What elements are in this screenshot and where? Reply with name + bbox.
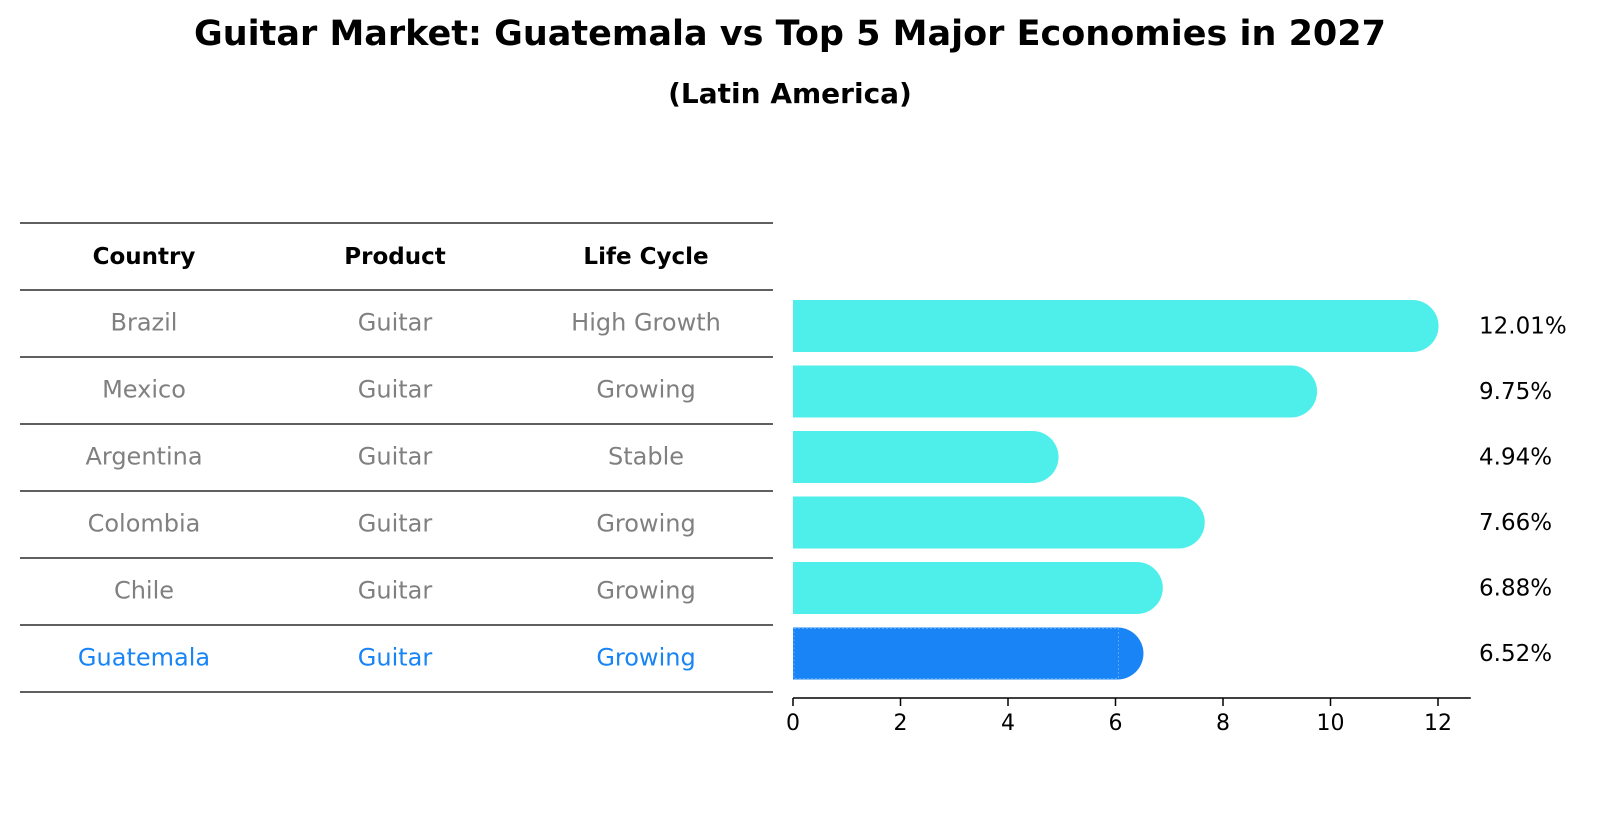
x-tick-label: 0 bbox=[786, 711, 800, 736]
table-cell-country: Brazil bbox=[111, 309, 178, 337]
bar-body bbox=[793, 365, 1292, 418]
value-label: 4.94% bbox=[1479, 445, 1552, 471]
bar-mexico bbox=[793, 365, 1318, 418]
value-label: 9.75% bbox=[1479, 379, 1552, 405]
x-tick-label: 12 bbox=[1424, 711, 1452, 736]
table-cell-product: Guitar bbox=[358, 577, 433, 605]
table-cell-product: Guitar bbox=[358, 443, 433, 471]
table-cell-product: Guitar bbox=[358, 644, 433, 672]
bar-body bbox=[793, 431, 1033, 483]
x-tick-label: 2 bbox=[894, 711, 908, 736]
bar-argentina bbox=[793, 431, 1059, 483]
table-cell-product: Guitar bbox=[358, 510, 433, 538]
table-cell-life-cycle: Growing bbox=[596, 510, 695, 538]
table-cell-life-cycle: Growing bbox=[596, 577, 695, 605]
table-header-cell: Product bbox=[344, 244, 445, 270]
table-cell-product: Guitar bbox=[358, 309, 433, 337]
bar-body bbox=[793, 496, 1179, 549]
value-label: 12.01% bbox=[1479, 314, 1567, 340]
table-cell-life-cycle: Stable bbox=[608, 443, 684, 471]
x-tick-label: 10 bbox=[1317, 711, 1345, 736]
chart-title: Guitar Market: Guatemala vs Top 5 Major … bbox=[194, 14, 1386, 54]
table-header-cell: Life Cycle bbox=[583, 244, 708, 270]
bar-end-cap bbox=[1006, 431, 1059, 483]
value-label: 6.52% bbox=[1479, 641, 1552, 667]
bar-body bbox=[793, 562, 1137, 614]
bar-end-cap bbox=[1386, 300, 1439, 352]
table-cell-country: Chile bbox=[114, 577, 174, 605]
table-cell-country: Guatemala bbox=[78, 644, 210, 672]
table-cell-country: Argentina bbox=[85, 443, 202, 471]
x-tick-label: 4 bbox=[1001, 711, 1015, 736]
table-cell-product: Guitar bbox=[358, 376, 433, 404]
bar-colombia bbox=[793, 496, 1205, 549]
table-header-cell: Country bbox=[93, 244, 196, 270]
bar-end-cap bbox=[1110, 562, 1163, 614]
table-cell-country: Colombia bbox=[88, 510, 201, 538]
bar-end-cap bbox=[1091, 627, 1144, 680]
value-label: 7.66% bbox=[1479, 510, 1552, 536]
bar-brazil bbox=[793, 300, 1439, 352]
x-tick-label: 8 bbox=[1216, 711, 1230, 736]
x-tick-label: 6 bbox=[1109, 711, 1123, 736]
bar-body bbox=[793, 627, 1118, 680]
bar-guatemala bbox=[793, 627, 1144, 680]
bar-end-cap bbox=[1152, 496, 1205, 549]
table-cell-life-cycle: Growing bbox=[596, 376, 695, 404]
highlight-outline bbox=[793, 628, 1119, 679]
table-cell-life-cycle: Growing bbox=[596, 644, 695, 672]
chart-subtitle: (Latin America) bbox=[668, 77, 912, 110]
table-cell-life-cycle: High Growth bbox=[571, 309, 721, 337]
bar-body bbox=[793, 300, 1413, 352]
bar-end-cap bbox=[1265, 365, 1318, 418]
value-label: 6.88% bbox=[1479, 576, 1552, 602]
table-cell-country: Mexico bbox=[102, 376, 186, 404]
bar-chile bbox=[793, 562, 1163, 614]
